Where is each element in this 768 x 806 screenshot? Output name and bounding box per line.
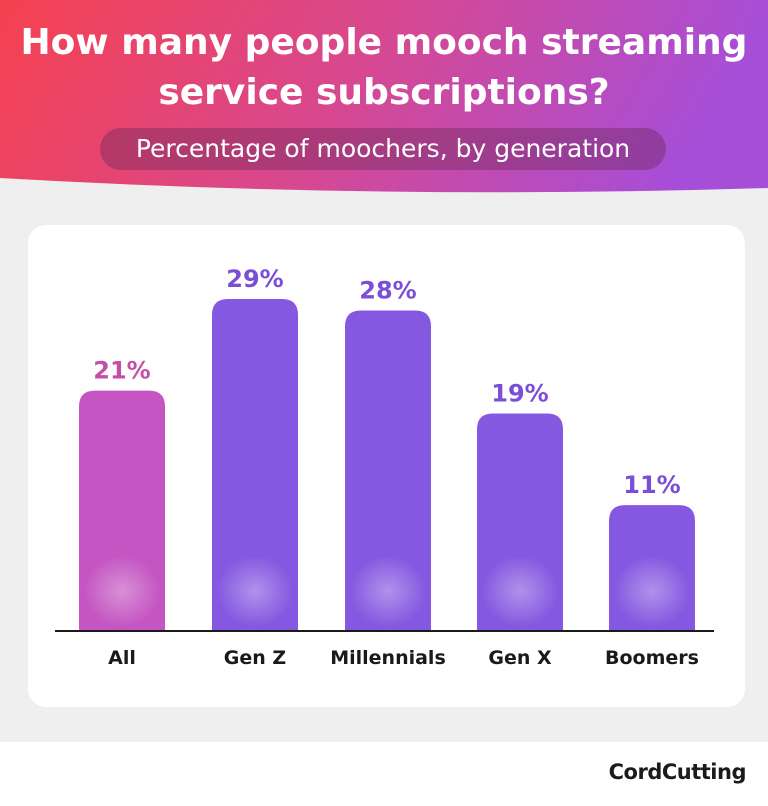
value-label: 21%	[93, 357, 150, 385]
category-label: Boomers	[605, 647, 699, 669]
bar-highlight	[481, 555, 559, 627]
bar-highlight	[83, 555, 161, 627]
category-label: Gen X	[488, 647, 552, 669]
value-label: 19%	[491, 379, 548, 407]
bar-millennials	[345, 310, 431, 631]
value-label: 28%	[359, 276, 416, 304]
chart-title-line-1: How many people mooch streaming	[20, 22, 748, 63]
cordcutting-logo: CordCutting	[608, 760, 747, 784]
chart-title: How many people mooch streaming service …	[0, 18, 768, 118]
chart-title-line-2: service subscriptions?	[158, 72, 610, 113]
bar-highlight	[349, 555, 427, 627]
category-label: Millennials	[330, 647, 446, 669]
bar-highlight	[613, 555, 691, 627]
value-label: 11%	[623, 471, 680, 499]
category-label: Gen Z	[224, 647, 286, 669]
category-label: All	[108, 647, 136, 669]
bar-highlight	[216, 555, 294, 627]
chart-subtitle: Percentage of moochers, by generation	[100, 128, 666, 170]
bar-gen-z	[212, 299, 298, 631]
value-label: 29%	[226, 265, 283, 293]
